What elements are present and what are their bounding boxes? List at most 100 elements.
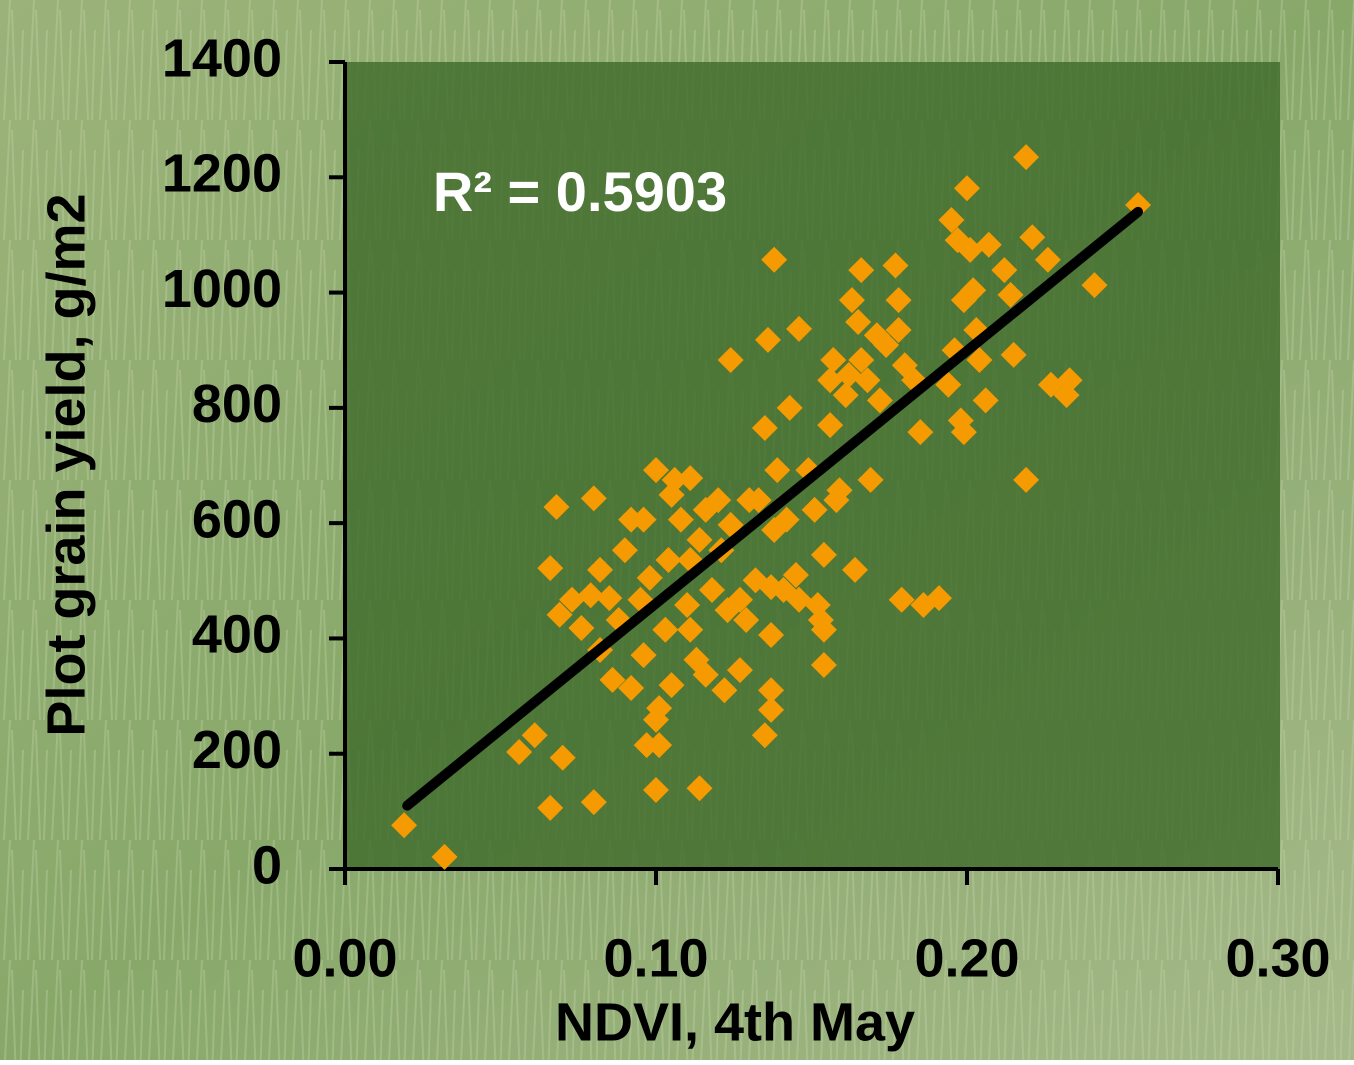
point bbox=[845, 308, 872, 335]
y-tick-label: 200 bbox=[192, 720, 282, 780]
point bbox=[997, 281, 1024, 308]
y-tick-label: 800 bbox=[192, 374, 282, 434]
point bbox=[674, 591, 701, 618]
point bbox=[705, 487, 732, 514]
point bbox=[1081, 272, 1108, 299]
point bbox=[599, 666, 626, 693]
point bbox=[658, 672, 685, 699]
point bbox=[568, 615, 595, 642]
point bbox=[758, 696, 785, 723]
point bbox=[667, 506, 694, 533]
point bbox=[926, 585, 953, 612]
y-tick-label: 0 bbox=[252, 835, 282, 895]
point bbox=[643, 777, 669, 804]
point bbox=[431, 843, 458, 870]
point bbox=[882, 252, 909, 279]
point bbox=[810, 651, 837, 678]
point bbox=[537, 794, 564, 821]
point bbox=[726, 586, 753, 613]
trendline bbox=[402, 206, 1144, 811]
annotation: R² = 0.5903 bbox=[433, 160, 727, 223]
y-tick-label: 600 bbox=[192, 489, 282, 549]
point bbox=[587, 556, 614, 583]
point bbox=[611, 537, 638, 564]
point bbox=[885, 317, 912, 344]
point bbox=[776, 394, 803, 421]
point bbox=[764, 457, 791, 484]
point bbox=[643, 457, 669, 484]
point bbox=[848, 257, 875, 284]
x-axis-title: NDVI, 4th May bbox=[555, 992, 915, 1052]
point bbox=[577, 582, 604, 609]
point bbox=[960, 277, 987, 304]
point bbox=[938, 206, 965, 233]
point bbox=[559, 586, 586, 613]
point bbox=[633, 732, 660, 759]
point bbox=[630, 506, 657, 533]
point bbox=[848, 347, 875, 374]
point bbox=[636, 564, 663, 591]
x-tick-label: 0.00 bbox=[292, 928, 397, 988]
point bbox=[888, 586, 915, 613]
point bbox=[838, 287, 865, 314]
point bbox=[652, 616, 679, 643]
point bbox=[745, 487, 772, 514]
point bbox=[646, 695, 673, 722]
point bbox=[817, 367, 844, 394]
point bbox=[677, 616, 704, 643]
x-tick-label: 0.30 bbox=[1225, 928, 1330, 988]
point bbox=[761, 246, 788, 273]
point bbox=[817, 412, 844, 439]
point bbox=[1056, 367, 1083, 394]
point bbox=[717, 347, 744, 374]
point bbox=[751, 415, 778, 442]
point bbox=[966, 347, 993, 374]
point bbox=[786, 315, 813, 342]
point bbox=[866, 387, 893, 414]
point bbox=[596, 585, 623, 612]
point bbox=[1034, 246, 1061, 273]
point bbox=[810, 616, 837, 643]
point bbox=[521, 722, 548, 749]
point bbox=[686, 775, 713, 802]
point bbox=[618, 675, 645, 702]
point bbox=[630, 642, 657, 669]
point bbox=[1013, 466, 1040, 493]
point bbox=[655, 547, 682, 574]
point bbox=[842, 556, 869, 583]
point bbox=[857, 466, 884, 493]
point bbox=[991, 257, 1018, 284]
point bbox=[820, 347, 847, 374]
point bbox=[580, 485, 607, 512]
y-axis-title: Plot grain yield, g/m2 bbox=[36, 193, 96, 736]
point bbox=[972, 387, 999, 414]
point bbox=[758, 677, 785, 704]
point bbox=[773, 506, 800, 533]
point bbox=[580, 789, 607, 816]
point bbox=[698, 577, 725, 604]
point bbox=[950, 419, 977, 446]
y-tick-label: 400 bbox=[192, 605, 282, 665]
point bbox=[835, 362, 862, 389]
point bbox=[810, 541, 837, 568]
point bbox=[751, 722, 778, 749]
point bbox=[549, 744, 576, 771]
point bbox=[1000, 341, 1027, 368]
y-tick-label: 1400 bbox=[162, 28, 282, 88]
x-tick-label: 0.20 bbox=[914, 928, 1019, 988]
point bbox=[954, 175, 980, 202]
point bbox=[782, 562, 809, 589]
point bbox=[506, 738, 533, 765]
point bbox=[677, 465, 704, 492]
point bbox=[935, 371, 962, 398]
point bbox=[686, 526, 713, 553]
point bbox=[832, 382, 859, 409]
point bbox=[546, 601, 573, 628]
point bbox=[1019, 224, 1046, 251]
x-tick-label: 0.10 bbox=[603, 928, 708, 988]
point bbox=[758, 621, 785, 648]
point bbox=[391, 812, 418, 839]
point bbox=[975, 231, 1002, 258]
point bbox=[786, 586, 813, 613]
point bbox=[957, 236, 984, 263]
